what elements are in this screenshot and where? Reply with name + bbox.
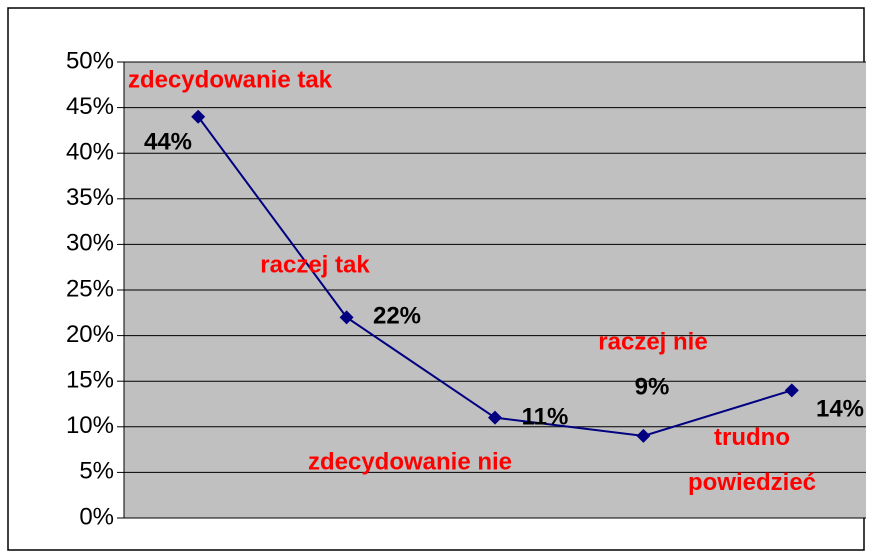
y-tick-label: 10%: [66, 412, 114, 439]
marker: [339, 310, 354, 325]
category-label: raczej nie: [598, 328, 708, 356]
category-label: zdecydowanie tak: [127, 66, 333, 94]
data-label: 9%: [635, 373, 670, 400]
y-tick-label: 0%: [79, 503, 114, 530]
category-label: zdecydowanie nie: [307, 448, 513, 476]
y-tick-label: 5%: [79, 458, 114, 485]
data-label: 11%: [522, 403, 569, 430]
marker: [636, 428, 651, 443]
data-label: 44%: [144, 128, 192, 155]
y-tick-label: 15%: [66, 367, 114, 394]
data-label: 14%: [816, 395, 864, 422]
category-label: trudno powiedzieć: [687, 424, 817, 496]
y-tick-label: 25%: [66, 275, 114, 302]
y-tick-label: 20%: [66, 321, 114, 348]
y-tick-label: 40%: [66, 139, 114, 166]
marker: [191, 109, 206, 124]
y-tick-label: 50%: [66, 47, 114, 74]
category-label: raczej tak: [260, 251, 370, 279]
marker: [488, 410, 502, 425]
marker: [784, 383, 799, 398]
y-tick-label: 30%: [66, 230, 114, 257]
data-label: 22%: [373, 302, 421, 329]
y-tick-label: 35%: [66, 184, 114, 211]
y-tick-label: 45%: [66, 93, 114, 120]
